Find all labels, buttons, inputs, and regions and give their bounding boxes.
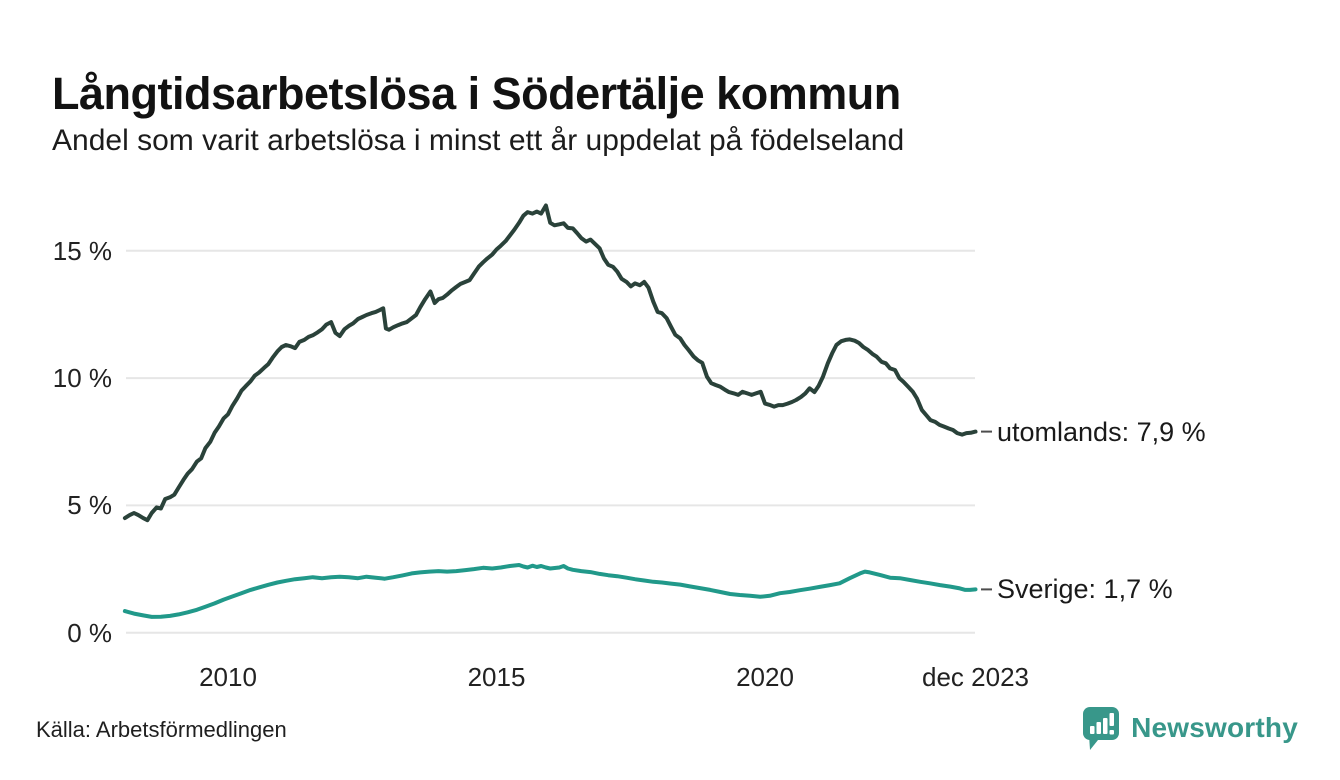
x-axis-label-2010: 2010 bbox=[199, 662, 257, 692]
newsworthy-bubble-chart-icon bbox=[1083, 707, 1120, 750]
y-axis-label-10pct: 10 % bbox=[52, 363, 112, 394]
y-axis-label-5pct: 5 % bbox=[67, 490, 112, 521]
y-axis-label-0pct: 0 % bbox=[67, 617, 112, 648]
x-axis-label-2015: 2015 bbox=[467, 662, 526, 692]
line-series-utomlands bbox=[122, 203, 978, 523]
source-note: Källa: Arbetsförmedlingen bbox=[36, 717, 287, 742]
newsworthy-wordmark: Newsworthy bbox=[1131, 712, 1298, 743]
x-axis-label-dec-2023: dec 2023 bbox=[922, 662, 1029, 692]
newsworthy-logo: Newsworthy bbox=[1081, 705, 1298, 751]
series-label-utomlands: utomlands: 7,9 % bbox=[997, 416, 1206, 447]
chart-subtitle: Andel som varit arbetslösa i minst ett å… bbox=[52, 124, 905, 157]
x-axis-label-2020: 2020 bbox=[736, 662, 794, 692]
y-axis-label-15pct: 15 % bbox=[52, 235, 112, 266]
series-label-Sverige: Sverige: 1,7 % bbox=[997, 574, 1173, 605]
line-series-Sverige bbox=[122, 563, 978, 619]
page-title: Långtidsarbetslösa i Södertälje kommun bbox=[52, 68, 901, 120]
